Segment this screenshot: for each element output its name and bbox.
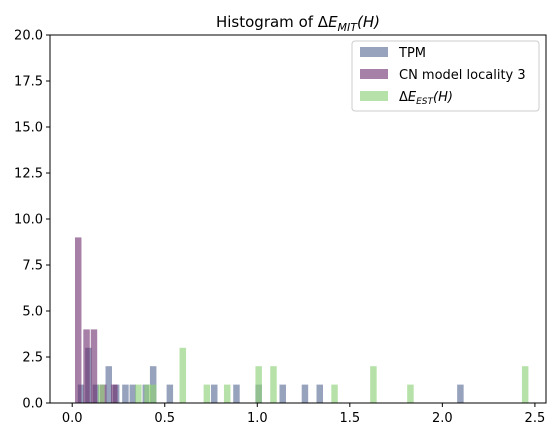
histogram-bar-series-2 [521,366,529,403]
legend-swatch-cn-model [360,69,388,79]
x-tick-label: 1.5 [339,411,360,426]
histogram-bar-series-2 [203,384,211,403]
histogram-bar-series-2 [270,366,277,403]
histogram-bar-series-2 [331,384,338,403]
legend: TPM CN model locality 3 ΔEEST(H) [351,40,540,112]
histogram-bar-series-2 [223,384,231,403]
legend-label-cn-model: CN model locality 3 [399,68,526,83]
histogram-bar-series-1 [90,329,98,403]
bars-layer [74,237,529,403]
histogram-bar-series-2 [179,347,187,403]
y-tick-label: 5.0 [22,305,43,320]
legend-box [351,40,540,112]
axes-layer: 0.0 0.5 1.0 1.5 2.0 2.5 0.0 2.5 5.0 7.5 10.0 12.5 15… [14,29,547,426]
histogram-bar-series-0 [457,384,464,403]
histogram-bar-series-1 [111,384,118,403]
legend-swatch-tpm [360,47,388,57]
y-tick-label: 0.0 [22,397,43,412]
histogram-bar-series-2 [255,366,262,403]
x-tick-label: 2.0 [432,411,453,426]
histogram-bar-series-2 [144,384,151,403]
histogram-bar-series-0 [233,384,240,403]
y-tick-label: 20.0 [14,29,43,44]
y-tick-label: 10.0 [14,213,43,228]
histogram-bar-series-0 [122,384,129,403]
x-tick-label: 1.0 [247,411,268,426]
histogram-bar-series-0 [166,384,174,403]
histogram-bar-series-1 [83,329,90,403]
histogram-bar-series-2 [407,384,414,403]
x-tick-label: 2.5 [525,411,546,426]
histogram-bar-series-2 [149,384,157,403]
y-tick-label: 17.5 [14,75,43,90]
histogram-bar-series-0 [316,384,323,403]
y-tick-label: 2.5 [22,351,43,366]
histogram-bar-series-2 [98,384,105,403]
chart-title: Histogram of ΔEMIT(H) [216,13,380,34]
histogram-bar-series-0 [301,384,309,403]
histogram-bar-series-0 [129,384,137,403]
x-tick-label: 0.5 [154,411,175,426]
histogram-bar-series-2 [370,366,377,403]
histogram-bar-series-1 [74,237,82,403]
legend-swatch-est [360,91,388,101]
histogram-bar-series-2 [135,384,142,403]
y-tick-label: 15.0 [14,121,43,136]
histogram-bar-series-0 [211,384,218,403]
y-tick-label: 7.5 [22,259,43,274]
y-tick-label: 12.5 [14,167,43,182]
histogram-bar-series-0 [105,366,112,403]
x-tick-label: 0.0 [62,411,83,426]
legend-label-tpm: TPM [398,46,426,61]
legend-label-est: ΔEEST(H) [399,90,453,107]
histogram-bar-series-0 [279,384,286,403]
